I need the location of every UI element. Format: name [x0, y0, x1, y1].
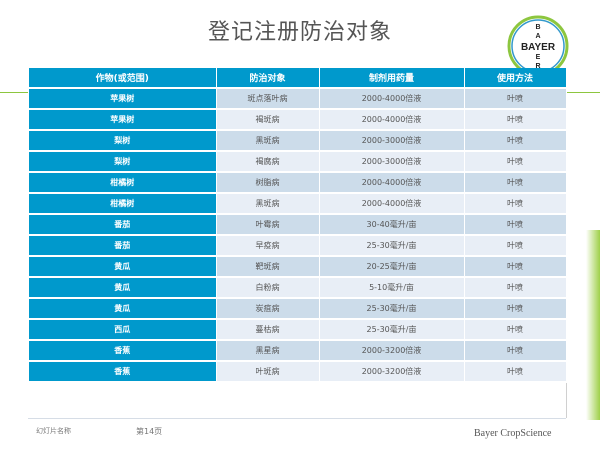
table-header-row: 作物(或范围) 防治对象 制剂用药量 使用方法: [29, 68, 567, 89]
page-title: 登记注册防治对象: [207, 20, 392, 45]
table-row: 梨树 黑斑病 2000-3000倍液 叶喷: [29, 130, 567, 152]
cell-target: 早疫病: [216, 235, 320, 257]
cell-crop: 西瓜: [29, 319, 217, 341]
cell-method: 叶喷: [464, 193, 567, 215]
cell-method: 叶喷: [464, 235, 567, 257]
table-row: 西瓜 蔓枯病 25-30毫升/亩 叶喷: [29, 319, 567, 341]
table-row: 柑橘树 黑斑病 2000-4000倍液 叶喷: [29, 193, 567, 215]
page-number: 第14页: [136, 427, 163, 436]
table-row: 苹果树 褐斑病 2000-4000倍液 叶喷: [29, 109, 567, 131]
cell-crop: 梨树: [29, 130, 217, 152]
cell-target: 炭疽病: [216, 298, 320, 320]
svg-text:B: B: [535, 24, 540, 31]
cell-target: 斑点落叶病: [216, 88, 320, 110]
cell-dosage: 2000-4000倍液: [319, 109, 465, 131]
cell-dosage: 20-25毫升/亩: [319, 256, 465, 278]
cell-method: 叶喷: [464, 256, 567, 278]
table-row: 梨树 褐腐病 2000-3000倍液 叶喷: [29, 151, 567, 173]
cell-crop: 香蕉: [29, 361, 217, 383]
cell-method: 叶喷: [464, 361, 567, 383]
cell-method: 叶喷: [464, 298, 567, 320]
cell-dosage: 2000-3000倍液: [319, 130, 465, 152]
table-row: 苹果树 斑点落叶病 2000-4000倍液 叶喷: [29, 88, 567, 110]
cell-crop: 柑橘树: [29, 172, 217, 194]
cell-method: 叶喷: [464, 340, 567, 362]
cell-method: 叶喷: [464, 214, 567, 236]
cell-method: 叶喷: [464, 109, 567, 131]
frame-bottom-border: [28, 418, 566, 419]
cell-dosage: 5-10毫升/亩: [319, 277, 465, 299]
table-row: 香蕉 黑星病 2000-3200倍液 叶喷: [29, 340, 567, 362]
cell-dosage: 2000-4000倍液: [319, 193, 465, 215]
cell-target: 褐斑病: [216, 109, 320, 131]
table-row: 黄瓜 靶斑病 20-25毫升/亩 叶喷: [29, 256, 567, 278]
cell-dosage: 25-30毫升/亩: [319, 298, 465, 320]
cell-target: 蔓枯病: [216, 319, 320, 341]
svg-text:BAYER: BAYER: [521, 42, 556, 53]
column-header-crop: 作物(或范围): [29, 68, 217, 89]
cell-method: 叶喷: [464, 88, 567, 110]
svg-text:A: A: [535, 33, 540, 40]
table-row: 柑橘树 树脂病 2000-4000倍液 叶喷: [29, 172, 567, 194]
column-header-target: 防治对象: [216, 68, 320, 89]
cell-dosage: 30-40毫升/亩: [319, 214, 465, 236]
cell-target: 黑斑病: [216, 193, 320, 215]
table-row: 黄瓜 炭疽病 25-30毫升/亩 叶喷: [29, 298, 567, 320]
cell-dosage: 2000-4000倍液: [319, 172, 465, 194]
green-accent-bar: [586, 230, 600, 420]
decorative-line-left: [0, 92, 28, 93]
cell-dosage: 2000-3200倍液: [319, 361, 465, 383]
frame-right-border: [566, 96, 567, 418]
svg-text:E: E: [536, 54, 541, 61]
cell-crop: 苹果树: [29, 109, 217, 131]
cell-dosage: 2000-3200倍液: [319, 340, 465, 362]
cell-crop: 黄瓜: [29, 256, 217, 278]
cell-target: 褐腐病: [216, 151, 320, 173]
cell-target: 叶斑病: [216, 361, 320, 383]
table-row: 番茄 叶霉病 30-40毫升/亩 叶喷: [29, 214, 567, 236]
cell-crop: 苹果树: [29, 88, 217, 110]
table-row: 香蕉 叶斑病 2000-3200倍液 叶喷: [29, 361, 567, 383]
cell-crop: 黄瓜: [29, 277, 217, 299]
cell-dosage: 2000-4000倍液: [319, 88, 465, 110]
cell-crop: 黄瓜: [29, 298, 217, 320]
cell-dosage: 25-30毫升/亩: [319, 319, 465, 341]
cell-crop: 番茄: [29, 235, 217, 257]
decorative-line-right: [566, 92, 600, 93]
cell-target: 靶斑病: [216, 256, 320, 278]
cell-method: 叶喷: [464, 277, 567, 299]
cell-target: 树脂病: [216, 172, 320, 194]
cell-target: 黑星病: [216, 340, 320, 362]
cell-dosage: 25-30毫升/亩: [319, 235, 465, 257]
registration-table: 作物(或范围) 防治对象 制剂用药量 使用方法 苹果树 斑点落叶病 2000-400…: [29, 68, 567, 383]
column-header-dosage: 制剂用药量: [319, 68, 465, 89]
cell-target: 黑斑病: [216, 130, 320, 152]
cell-crop: 柑橘树: [29, 193, 217, 215]
slide-name-label: 幻灯片名称: [36, 427, 71, 435]
cell-dosage: 2000-3000倍液: [319, 151, 465, 173]
table-row: 黄瓜 白粉病 5-10毫升/亩 叶喷: [29, 277, 567, 299]
cell-method: 叶喷: [464, 172, 567, 194]
cell-method: 叶喷: [464, 130, 567, 152]
cell-method: 叶喷: [464, 151, 567, 173]
cell-crop: 香蕉: [29, 340, 217, 362]
svg-text:R: R: [535, 63, 540, 70]
cell-target: 白粉病: [216, 277, 320, 299]
cell-crop: 番茄: [29, 214, 217, 236]
table-row: 番茄 早疫病 25-30毫升/亩 叶喷: [29, 235, 567, 257]
cell-target: 叶霉病: [216, 214, 320, 236]
company-name: Bayer CropScience: [474, 428, 552, 439]
cell-crop: 梨树: [29, 151, 217, 173]
column-header-method: 使用方法: [464, 68, 567, 89]
cell-method: 叶喷: [464, 319, 567, 341]
